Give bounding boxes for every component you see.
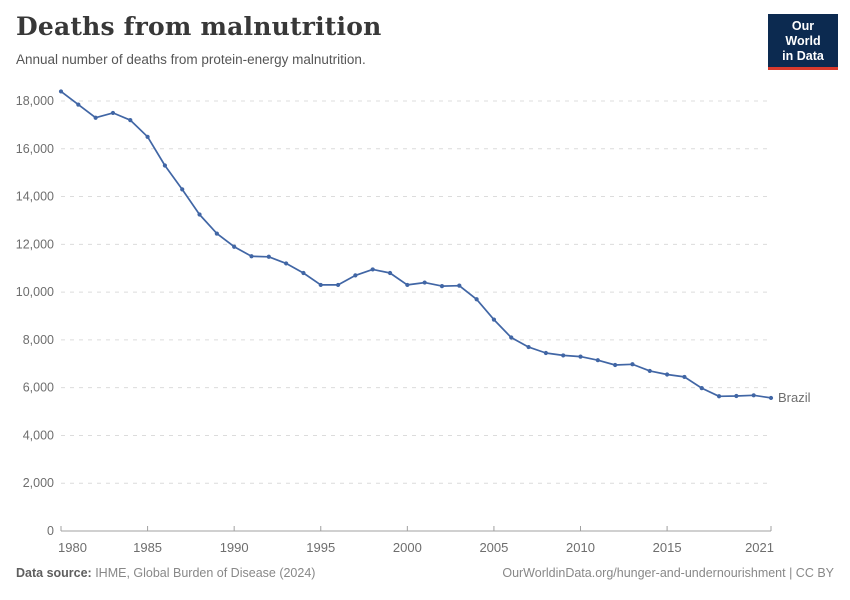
data-point: [578, 354, 583, 359]
data-source-value: IHME, Global Burden of Disease (2024): [91, 566, 316, 580]
owid-logo[interactable]: Our World in Data: [768, 14, 838, 71]
data-point: [526, 344, 531, 350]
y-tick-label: 2,000: [23, 476, 54, 490]
data-point: [93, 115, 98, 120]
data-source: Data source: IHME, Global Burden of Dise…: [16, 566, 315, 580]
x-tick-label: 1985: [133, 540, 162, 555]
data-point: [699, 386, 704, 391]
y-axis-labels: 2,000 4,000 6,000 8,000 10,000 12,000 14,000 16…: [16, 94, 54, 538]
data-point: [76, 102, 81, 107]
data-point: [630, 362, 635, 367]
y-tick-label: 8,000: [23, 333, 54, 347]
y-gridlines: [61, 100, 771, 484]
data-point: [180, 187, 185, 192]
x-tick-label: 2010: [566, 540, 595, 555]
x-tick-label: 1990: [220, 540, 249, 555]
owid-logo-line1: Our World: [785, 19, 821, 48]
data-point: [128, 118, 133, 123]
x-tick-label: 2021: [745, 540, 774, 555]
y-tick-label: 16,000: [16, 142, 54, 156]
data-point: [370, 267, 375, 272]
data-point: [509, 335, 514, 340]
x-tick-label: 2000: [393, 540, 422, 555]
data-point: [716, 394, 722, 399]
data-point: [647, 368, 652, 374]
data-point: [284, 261, 289, 266]
chart-footer: Data source: IHME, Global Burden of Dise…: [16, 566, 834, 580]
data-point: [214, 231, 219, 236]
y-tick-label: 14,000: [16, 190, 54, 204]
line-chart-canvas[interactable]: 2,000 4,000 6,000 8,000 10,000 12,000 14,000 16…: [0, 80, 850, 560]
data-point: [266, 254, 271, 259]
x-tick-label: 2015: [653, 540, 682, 555]
data-point: [301, 270, 306, 276]
data-point: [353, 273, 358, 278]
data-point: [734, 393, 739, 399]
footer-link[interactable]: OurWorldinData.org/hunger-and-undernouri…: [502, 566, 834, 580]
y-tick-label: 18,000: [16, 94, 54, 108]
y-tick-label: 4,000: [23, 428, 54, 442]
data-point: [249, 254, 254, 259]
data-line: [60, 90, 772, 399]
x-axis: 1980 1985 1990 1995 2000 2005 2010 2015 2021: [58, 526, 774, 555]
x-tick-label: 1980: [58, 540, 87, 555]
chart-subtitle: Annual number of deaths from protein-ene…: [16, 52, 366, 67]
data-points: [58, 89, 774, 401]
owid-logo-line2: in Data: [782, 48, 824, 63]
owid-logo-stripe: [768, 67, 838, 71]
data-point: [387, 270, 393, 276]
data-point: [664, 372, 670, 377]
data-source-label: Data source:: [16, 566, 92, 580]
data-point: [145, 134, 150, 139]
data-point: [613, 362, 618, 368]
data-point: [474, 297, 479, 302]
data-point: [197, 212, 202, 217]
entity-label: Brazil: [778, 390, 811, 405]
data-point: [543, 350, 548, 356]
data-point: [422, 280, 427, 285]
data-point: [335, 282, 341, 288]
x-tick-label: 1995: [306, 540, 335, 555]
data-point: [595, 358, 600, 363]
y-tick-label: 0: [47, 524, 54, 538]
data-point: [405, 282, 410, 288]
data-point: [561, 353, 566, 358]
x-tick-label: 2005: [479, 540, 508, 555]
data-point: [751, 393, 756, 398]
data-point: [58, 89, 64, 94]
data-point: [110, 110, 116, 116]
data-point: [162, 163, 168, 168]
data-point: [682, 374, 687, 380]
data-point: [439, 284, 445, 289]
y-tick-label: 6,000: [23, 381, 54, 395]
chart-title: Deaths from malnutrition: [16, 12, 382, 41]
y-tick-label: 10,000: [16, 285, 54, 299]
data-point: [457, 283, 462, 288]
data-point: [491, 317, 497, 322]
data-point: [768, 395, 774, 401]
data-point: [318, 282, 323, 288]
data-point: [232, 244, 237, 249]
y-tick-label: 12,000: [16, 237, 54, 251]
